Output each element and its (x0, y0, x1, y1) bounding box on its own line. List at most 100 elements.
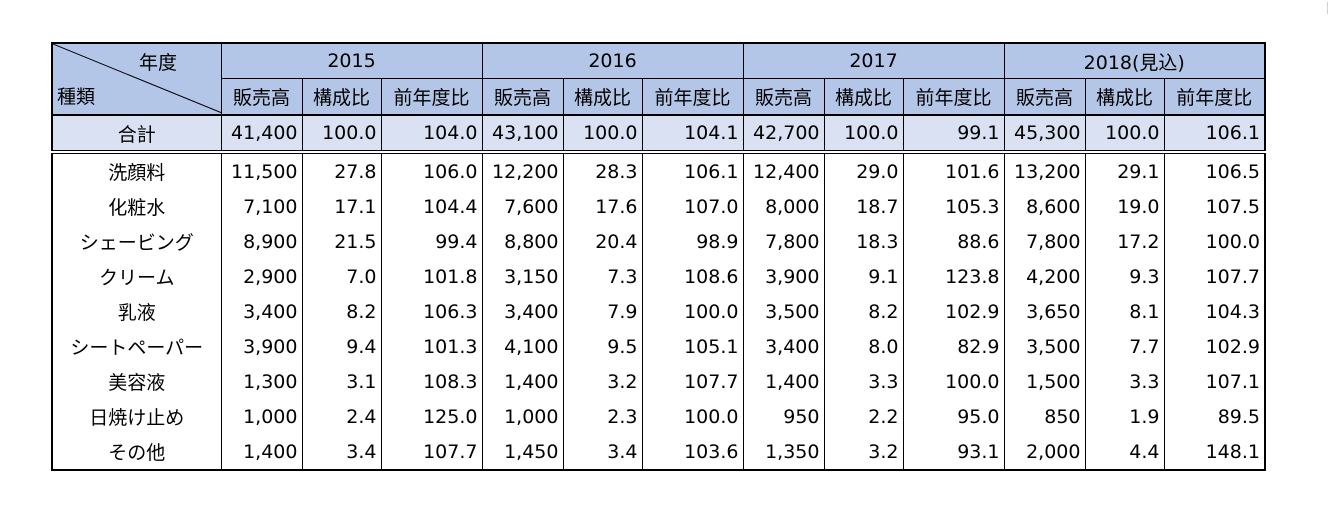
table-cell: 21.5 (301, 224, 382, 259)
table-cell: 7.9 (562, 294, 643, 329)
table-cell: 1,350 (742, 434, 825, 470)
sales-table: 年度 種類 2015 2016 2017 2018(見込) 販売高 構成比 前年… (51, 42, 1266, 471)
table-cell: 11,500 (220, 150, 303, 189)
table-cell: 105.3 (902, 189, 1005, 224)
metric-header-sales: 販売高 (220, 78, 303, 115)
table-cell: 1,000 (220, 399, 303, 434)
total-value: 99.1 (902, 114, 1005, 152)
table-row: シートペーパー 3,900 9.4 101.3 4,100 9.5 105.1 3,400 8.… (51, 329, 1266, 364)
table-cell: 4,100 (481, 329, 564, 364)
total-value: 42,700 (742, 114, 825, 152)
table-cell: 2.3 (562, 399, 643, 434)
table-cell: 3,900 (742, 259, 825, 294)
table-cell: 3.4 (301, 434, 382, 470)
table-cell: 104.3 (1163, 294, 1266, 329)
metric-header-share: 構成比 (301, 78, 382, 115)
table-cell: 8,600 (1003, 189, 1086, 224)
table-cell: 3,400 (481, 294, 564, 329)
metric-header-sales: 販売高 (1003, 78, 1086, 115)
table-cell: 101.8 (380, 259, 483, 294)
table-cell: 19.0 (1084, 189, 1165, 224)
table-cell: 9.5 (562, 329, 643, 364)
table-cell: 148.1 (1163, 434, 1266, 470)
table-cell: 29.1 (1084, 150, 1165, 189)
table-cell: 9.1 (823, 259, 904, 294)
table-cell: 17.6 (562, 189, 643, 224)
table-cell: 2,000 (1003, 434, 1086, 470)
total-value: 41,400 (220, 114, 303, 152)
table-cell: 7.7 (1084, 329, 1165, 364)
category-label: クリーム (51, 259, 222, 294)
edge-mark (1327, 2, 1328, 14)
table-cell: 9.3 (1084, 259, 1165, 294)
table-cell: 107.0 (641, 189, 744, 224)
year-header-2017: 2017 (742, 43, 1005, 79)
table-cell: 2.2 (823, 399, 904, 434)
table-cell: 2.4 (301, 399, 382, 434)
table-cell: 7,800 (1003, 224, 1086, 259)
table-cell: 7.0 (301, 259, 382, 294)
table-cell: 125.0 (380, 399, 483, 434)
table-cell: 106.1 (641, 150, 744, 189)
table-cell: 95.0 (902, 399, 1005, 434)
table-cell: 108.6 (641, 259, 744, 294)
table-row: その他 1,400 3.4 107.7 1,450 3.4 103.6 1,350 3.2 93.… (51, 434, 1266, 470)
table-cell: 102.9 (1163, 329, 1266, 364)
table-cell: 107.5 (1163, 189, 1266, 224)
table-cell: 3.3 (823, 364, 904, 399)
table-cell: 100.0 (641, 294, 744, 329)
table-cell: 3.1 (301, 364, 382, 399)
metric-header-row: 販売高 構成比 前年度比 販売高 構成比 前年度比 販売高 構成比 前年度比 販… (52, 78, 1266, 115)
table-cell: 101.3 (380, 329, 483, 364)
table-row: 化粧水 7,100 17.1 104.4 7,600 17.6 107.0 8,000 18.7… (51, 189, 1266, 224)
table-cell: 13,200 (1003, 150, 1086, 189)
category-label: その他 (51, 434, 222, 470)
total-value: 43,100 (481, 114, 564, 152)
category-label: 美容液 (51, 364, 222, 399)
table-cell: 8.2 (301, 294, 382, 329)
table-cell: 3.2 (562, 364, 643, 399)
table-cell: 123.8 (902, 259, 1005, 294)
total-label: 合計 (51, 114, 222, 152)
category-label: シートペーパー (51, 329, 222, 364)
table-cell: 950 (742, 399, 825, 434)
table-cell: 3,900 (220, 329, 303, 364)
table-cell: 88.6 (902, 224, 1005, 259)
metric-header-share: 構成比 (1084, 78, 1165, 115)
total-value: 104.0 (380, 114, 483, 152)
table-cell: 7,600 (481, 189, 564, 224)
metric-header-share: 構成比 (823, 78, 904, 115)
table-cell: 89.5 (1163, 399, 1266, 434)
table-cell: 3,400 (220, 294, 303, 329)
table-cell: 18.7 (823, 189, 904, 224)
table-cell: 102.9 (902, 294, 1005, 329)
table-cell: 29.0 (823, 150, 904, 189)
total-value: 100.0 (562, 114, 643, 152)
metric-header-yoy: 前年度比 (641, 78, 744, 115)
table-cell: 106.5 (1163, 150, 1266, 189)
corner-category-label: 種類 (57, 86, 96, 108)
table-cell: 99.4 (380, 224, 483, 259)
table-cell: 17.2 (1084, 224, 1165, 259)
table-cell: 8,000 (742, 189, 825, 224)
total-value: 100.0 (1084, 114, 1165, 152)
table-cell: 107.1 (1163, 364, 1266, 399)
metric-header-yoy: 前年度比 (1163, 78, 1266, 115)
metric-header-share: 構成比 (562, 78, 643, 115)
total-value: 100.0 (823, 114, 904, 152)
table-cell: 104.4 (380, 189, 483, 224)
table-row: 洗顔料 11,500 27.8 106.0 12,200 28.3 106.1 12,400 2… (51, 150, 1266, 189)
table-cell: 28.3 (562, 150, 643, 189)
table-cell: 27.8 (301, 150, 382, 189)
table-row: シェービング 8,900 21.5 99.4 8,800 20.4 98.9 7,800 18.… (51, 224, 1266, 259)
table-row: 日焼け止め 1,000 2.4 125.0 1,000 2.3 100.0 950 2.2 95.… (51, 399, 1266, 434)
category-label: 日焼け止め (51, 399, 222, 434)
table-cell: 105.1 (641, 329, 744, 364)
table-cell: 8,900 (220, 224, 303, 259)
table-row: 美容液 1,300 3.1 108.3 1,400 3.2 107.7 1,400 3.3 100… (51, 364, 1266, 399)
table-cell: 12,400 (742, 150, 825, 189)
table-cell: 4.4 (1084, 434, 1165, 470)
table-cell: 3,500 (742, 294, 825, 329)
table-cell: 8.2 (823, 294, 904, 329)
table-cell: 1,000 (481, 399, 564, 434)
